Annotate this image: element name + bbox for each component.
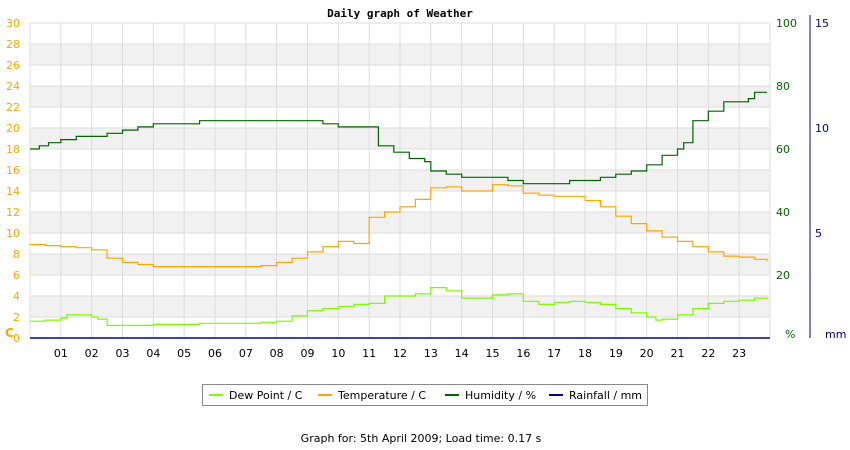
x-tick-label: 04: [146, 347, 160, 360]
y-tick-label-right1: 100: [776, 17, 797, 30]
y-tick-label-left: 2: [13, 311, 20, 324]
y-tick-label-right1: 20: [776, 269, 790, 282]
x-tick-label: 15: [486, 347, 500, 360]
y-tick-label-right2: 15: [815, 17, 829, 30]
legend-label-temperature: Temperature / C: [338, 389, 427, 402]
y-axis-unit-right2: mm: [825, 328, 846, 341]
x-tick-label: 14: [455, 347, 469, 360]
y-tick-label-right1: 60: [776, 143, 790, 156]
x-tick-label: 20: [640, 347, 654, 360]
legend-item-dew-point: Dew Point / C: [209, 389, 302, 402]
legend-swatch-rainfall: [549, 394, 563, 396]
x-tick-label: 19: [609, 347, 623, 360]
y-tick-label-left: 0: [13, 332, 20, 345]
legend: Dew Point / C Temperature / C Humidity /…: [202, 384, 648, 406]
y-tick-label-left: 16: [6, 164, 20, 177]
y-tick-label-left: 28: [6, 38, 20, 51]
legend-label-dew-point: Dew Point / C: [229, 389, 303, 402]
y-tick-label-left: 22: [6, 101, 20, 114]
x-tick-label: 02: [85, 347, 99, 360]
x-tick-label: 16: [516, 347, 530, 360]
x-tick-label: 08: [270, 347, 284, 360]
y-tick-label-left: 26: [6, 59, 20, 72]
y-tick-label-left: 10: [6, 227, 20, 240]
y-tick-label-right2: 5: [815, 227, 822, 240]
chart-title: Daily graph of Weather: [327, 7, 473, 20]
legend-label-humidity: Humidity / %: [465, 389, 537, 402]
series-temperature-line: [30, 184, 768, 268]
x-tick-label: 21: [671, 347, 685, 360]
x-tick-label: 01: [54, 347, 68, 360]
x-tick-label: 22: [701, 347, 715, 360]
legend-swatch-temperature: [318, 394, 332, 396]
y-tick-label-left: 18: [6, 143, 20, 156]
legend-item-rainfall: Rainfall / mm: [549, 389, 642, 402]
y-axis-unit-left: C: [5, 326, 14, 340]
x-tick-label: 10: [331, 347, 345, 360]
y-tick-label-left: 4: [13, 290, 20, 303]
legend-item-temperature: Temperature / C: [318, 389, 426, 402]
x-tick-label: 12: [393, 347, 407, 360]
y-tick-label-left: 8: [13, 248, 20, 261]
x-tick-label: 05: [177, 347, 191, 360]
footer-status: Graph for: 5th April 2009; Load time: 0.…: [300, 432, 542, 445]
y-tick-label-right1: 80: [776, 80, 790, 93]
y-tick-label-left: 14: [6, 185, 20, 198]
legend-swatch-humidity: [445, 394, 459, 396]
series-dew-point-line: [30, 287, 768, 326]
legend-item-humidity: Humidity / %: [445, 389, 536, 402]
x-tick-label: 18: [578, 347, 592, 360]
y-tick-label-left: 24: [6, 80, 20, 93]
y-axis-unit-right1: %: [785, 328, 795, 341]
legend-swatch-dew-point: [209, 394, 223, 396]
x-tick-label: 17: [547, 347, 561, 360]
x-tick-label: 11: [362, 347, 376, 360]
legend-label-rainfall: Rainfall / mm: [569, 389, 643, 402]
x-tick-label: 23: [732, 347, 746, 360]
x-tick-label: 09: [301, 347, 315, 360]
x-tick-label: 03: [116, 347, 130, 360]
y-tick-label-left: 12: [6, 206, 20, 219]
y-tick-label-left: 20: [6, 122, 20, 135]
series-humidity-line: [30, 91, 767, 185]
y-tick-label-left: 6: [13, 269, 20, 282]
x-tick-label: 07: [239, 347, 253, 360]
y-tick-label-right2: 10: [815, 122, 829, 135]
x-tick-label: 06: [208, 347, 222, 360]
y-tick-label-right1: 40: [776, 206, 790, 219]
y-tick-label-left: 30: [6, 17, 20, 30]
x-tick-label: 13: [424, 347, 438, 360]
